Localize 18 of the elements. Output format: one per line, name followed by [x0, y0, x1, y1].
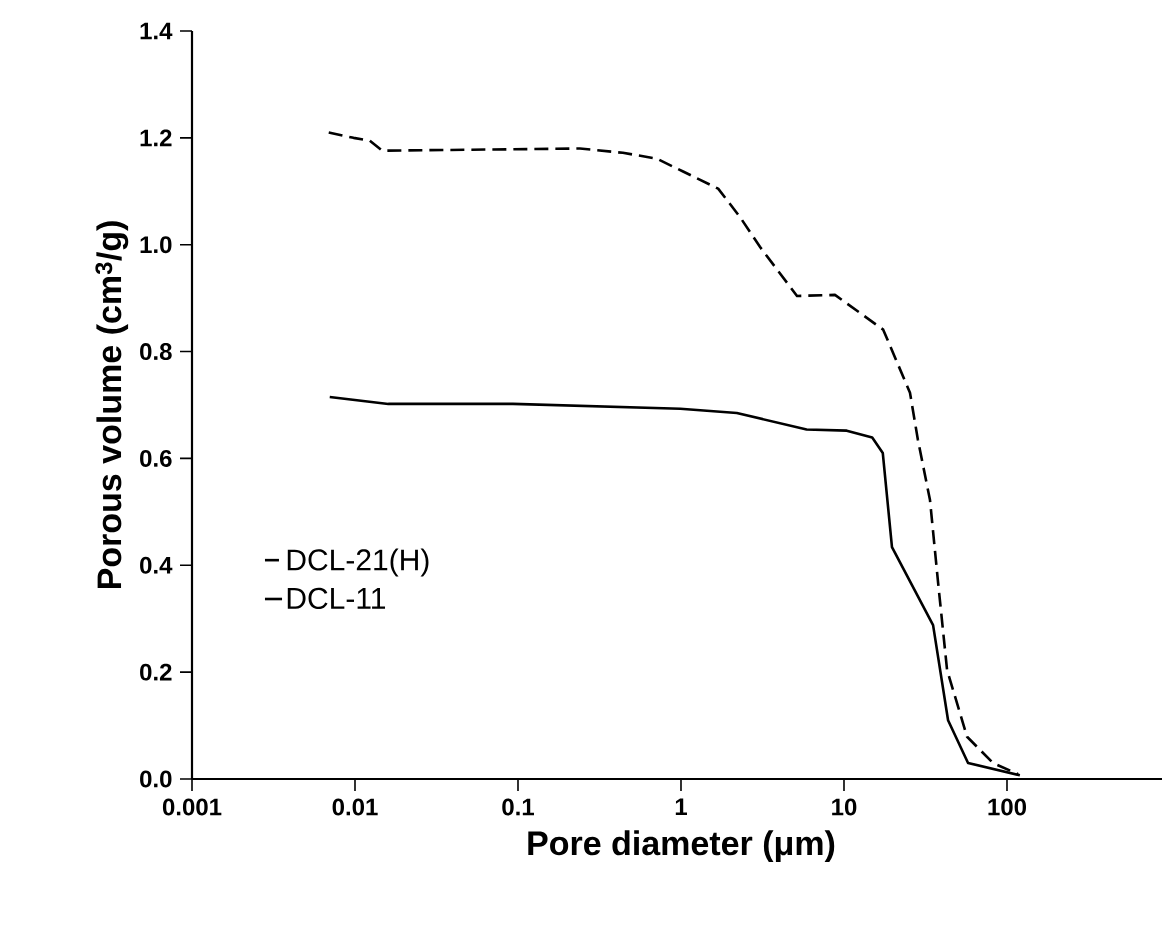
y-tick-label: 0.8 — [140, 343, 172, 361]
y-tick-label: 1.0 — [140, 236, 172, 254]
x-tick-label: 100 — [988, 798, 1027, 816]
x-tick-label: 0.001 — [162, 798, 222, 816]
legend-label: DCL-21(H) — [287, 548, 429, 577]
y-tick-label: 1.2 — [140, 129, 172, 147]
x-tick-label: 1 — [675, 798, 687, 816]
x-tick-label: 0.1 — [502, 798, 534, 816]
legend-label: DCL-11 — [287, 587, 386, 610]
y-tick-label: 0.2 — [140, 663, 172, 681]
y-tick-label: 1.4 — [140, 22, 173, 40]
y-tick-label: 0.6 — [140, 449, 172, 467]
x-axis-title: Pore diameter (μm) — [528, 830, 835, 863]
y-tick-label: 0.4 — [140, 556, 173, 574]
y-tick-label: 0.0 — [140, 770, 172, 788]
x-tick-label: 10 — [832, 798, 857, 816]
x-tick-label: 0.01 — [332, 798, 378, 816]
y-axis-title: Porous volume (cm$^{3}$/g) — [95, 221, 129, 589]
